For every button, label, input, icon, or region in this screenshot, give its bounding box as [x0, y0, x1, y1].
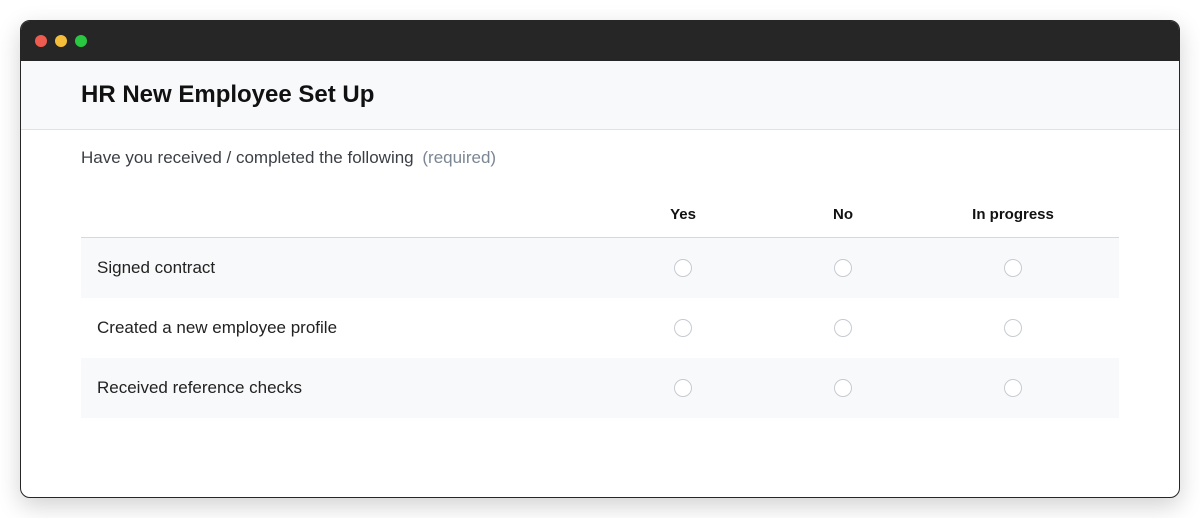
question-text: Have you received / completed the follow…	[81, 148, 414, 167]
page-title: HR New Employee Set Up	[81, 81, 1119, 109]
app-window: HR New Employee Set Up Have you received…	[20, 20, 1180, 498]
radio-in-progress[interactable]	[1004, 319, 1022, 337]
matrix-row-label: Signed contract	[97, 258, 603, 278]
window-zoom-icon[interactable]	[75, 35, 87, 47]
radio-cell	[763, 259, 923, 277]
window-close-icon[interactable]	[35, 35, 47, 47]
radio-cell	[923, 379, 1103, 397]
matrix-header-row: Yes No In progress	[81, 196, 1119, 238]
matrix-row: Signed contract	[81, 238, 1119, 298]
matrix-row: Created a new employee profile	[81, 298, 1119, 358]
window-titlebar	[21, 21, 1179, 61]
radio-yes[interactable]	[674, 259, 692, 277]
radio-no[interactable]	[834, 259, 852, 277]
radio-cell	[763, 319, 923, 337]
radio-cell	[763, 379, 923, 397]
radio-cell	[923, 259, 1103, 277]
matrix-row-label: Received reference checks	[97, 378, 603, 398]
radio-cell	[923, 319, 1103, 337]
radio-yes[interactable]	[674, 319, 692, 337]
matrix-row-label: Created a new employee profile	[97, 318, 603, 338]
radio-no[interactable]	[834, 319, 852, 337]
radio-in-progress[interactable]	[1004, 259, 1022, 277]
checklist-matrix: Yes No In progress Signed contract Cr	[81, 196, 1119, 418]
matrix-header-blank	[97, 206, 603, 223]
window-minimize-icon[interactable]	[55, 35, 67, 47]
radio-cell	[603, 259, 763, 277]
matrix-header-in-progress: In progress	[923, 206, 1103, 223]
matrix-header-yes: Yes	[603, 206, 763, 223]
required-indicator: (required)	[422, 148, 496, 167]
radio-in-progress[interactable]	[1004, 379, 1022, 397]
page-header: HR New Employee Set Up	[21, 61, 1179, 130]
radio-cell	[603, 379, 763, 397]
radio-cell	[603, 319, 763, 337]
form-content: Have you received / completed the follow…	[21, 130, 1179, 497]
matrix-row: Received reference checks	[81, 358, 1119, 418]
radio-no[interactable]	[834, 379, 852, 397]
matrix-header-no: No	[763, 206, 923, 223]
radio-yes[interactable]	[674, 379, 692, 397]
question-prompt: Have you received / completed the follow…	[81, 148, 1119, 168]
